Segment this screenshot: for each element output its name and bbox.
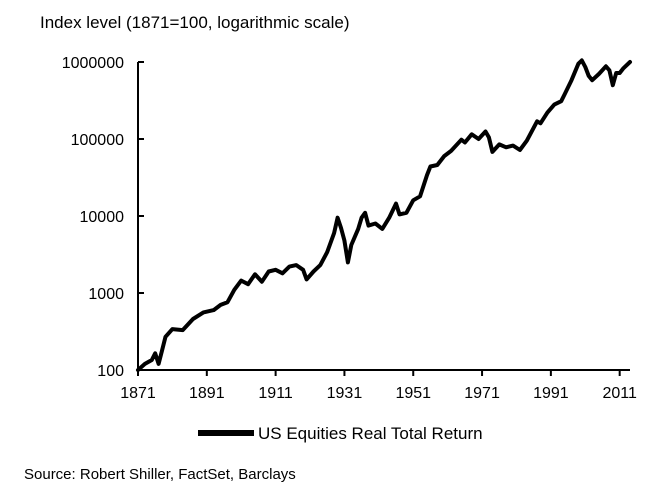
y-axis-label: Index level (1871=100, logarithmic scale…: [40, 13, 349, 32]
x-tick-label: 1951: [395, 385, 431, 402]
x-tick-label: 1971: [464, 385, 500, 402]
source-note: Source: Robert Shiller, FactSet, Barclay…: [24, 466, 296, 483]
y-tick-label: 1000: [88, 286, 124, 303]
series-group: [136, 58, 632, 372]
x-axis-ticks: 1871 1891 1911 1931 1951 1971 1991 2011: [120, 370, 637, 402]
x-tick-label: 1911: [258, 385, 293, 402]
x-tick-label: 1991: [533, 385, 569, 402]
y-tick-label: 100000: [71, 132, 124, 149]
x-tick-label: 2011: [602, 385, 637, 402]
y-tick-label: 10000: [80, 209, 125, 226]
y-tick-label: 100: [97, 363, 124, 380]
series-line: [136, 58, 632, 372]
legend-label: US Equities Real Total Return: [258, 424, 483, 443]
x-tick-label: 1931: [327, 385, 363, 402]
y-tick-label: 1000000: [62, 55, 124, 72]
x-tick-label: 1891: [189, 385, 225, 402]
y-axis-ticks: 100 1000 10000 100000 1000000: [62, 55, 144, 380]
x-tick-label: 1871: [120, 385, 156, 402]
legend: US Equities Real Total Return: [198, 424, 483, 443]
